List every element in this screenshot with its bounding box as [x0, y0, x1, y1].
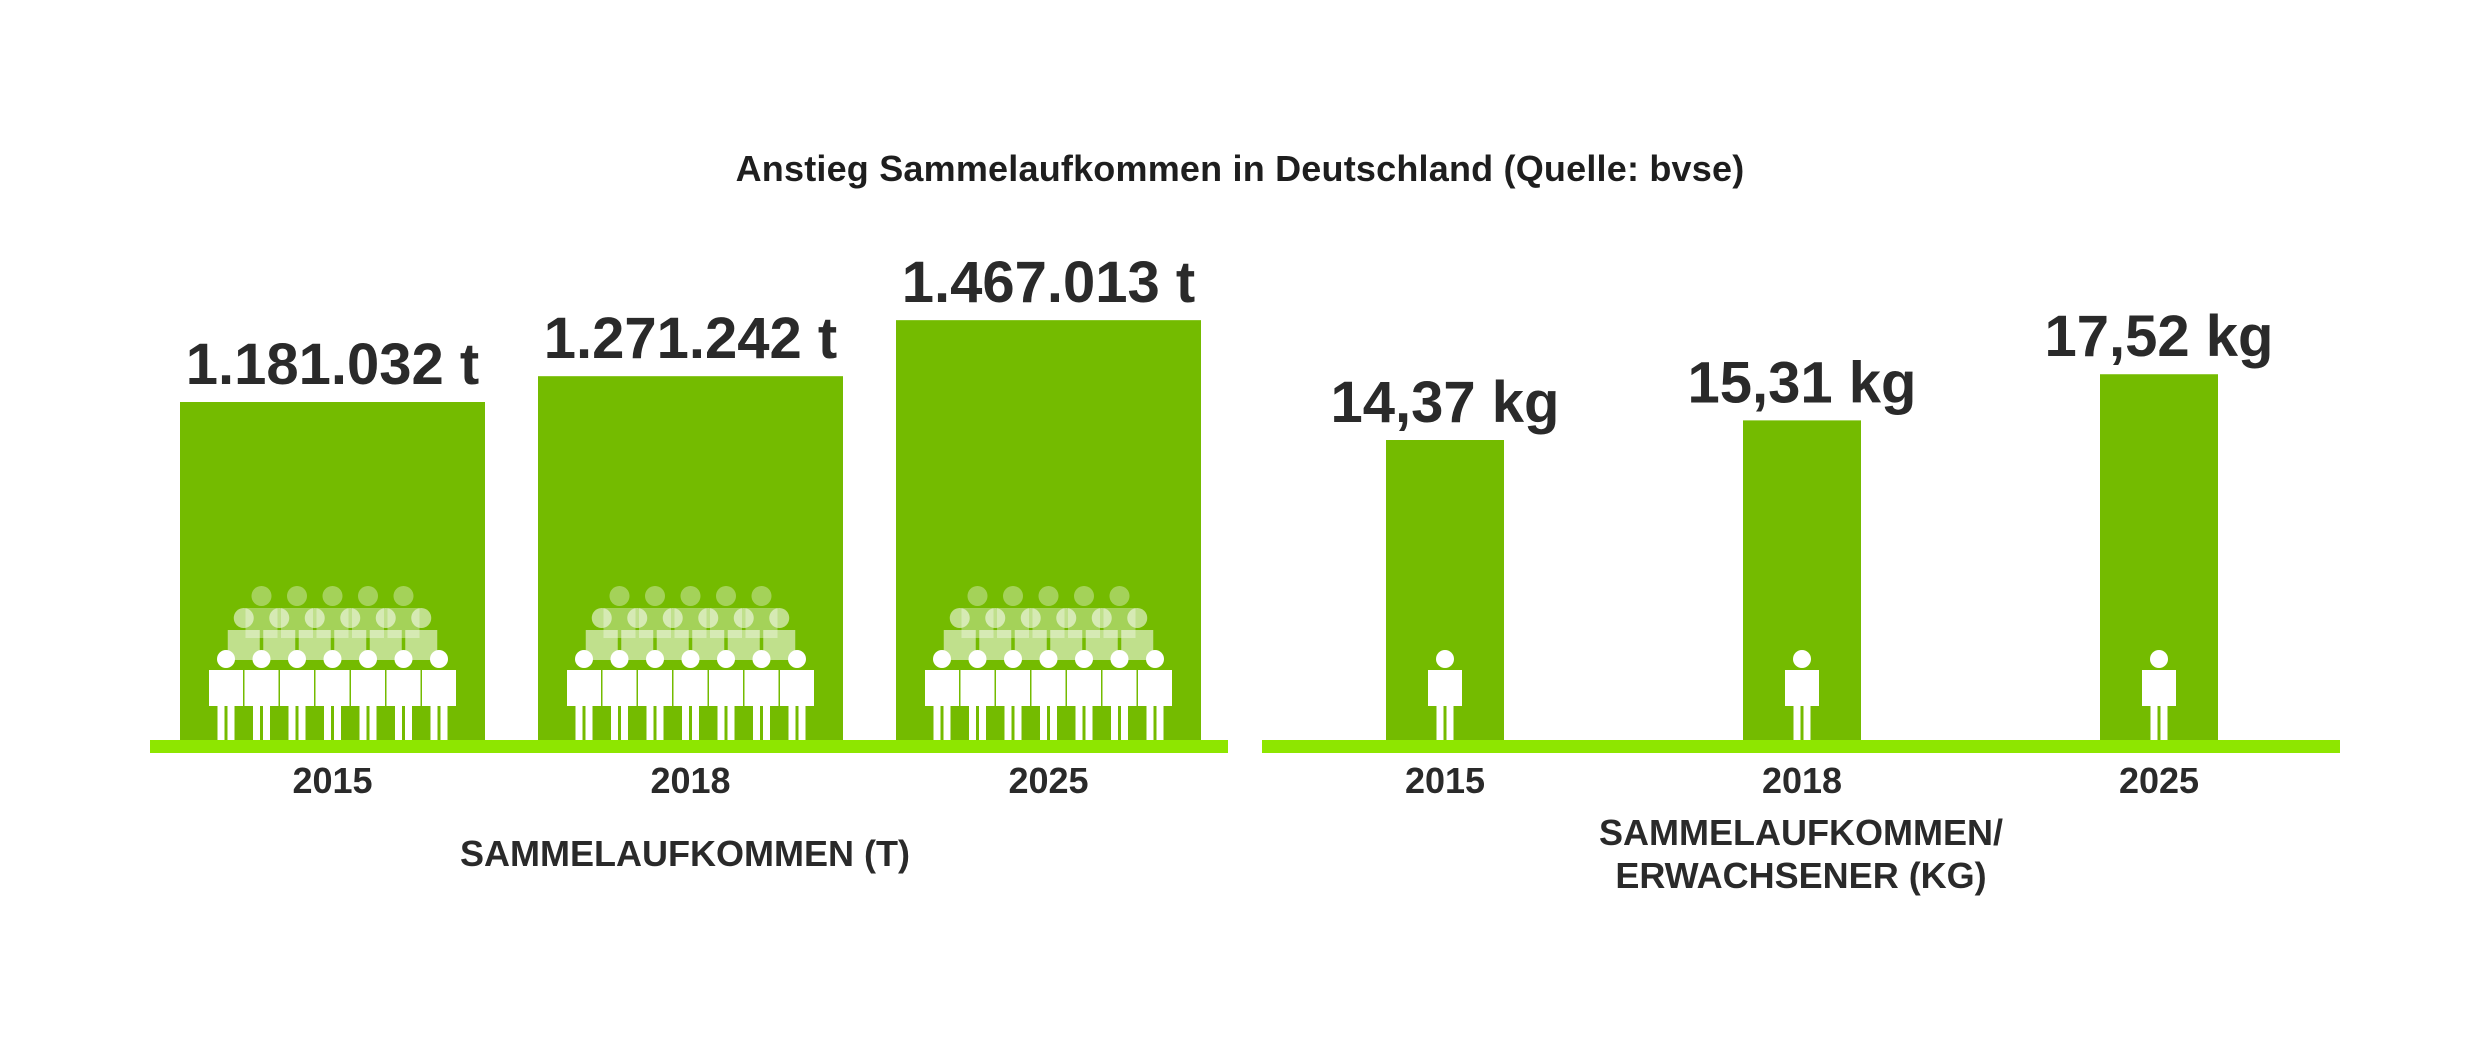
- crowd-person: [567, 650, 601, 740]
- axis-title: SAMMELAUFKOMMEN (T): [460, 833, 910, 874]
- value-label: 1.181.032 t: [186, 332, 479, 397]
- baseline: [150, 740, 1228, 753]
- person-icon: [2142, 650, 2176, 740]
- crowd-person: [638, 650, 672, 740]
- crowd-person: [1102, 650, 1137, 740]
- tick-label: 2025: [2119, 760, 2199, 801]
- crowd-person: [244, 650, 279, 740]
- crowd-person: [1067, 650, 1101, 740]
- value-label: 14,37 kg: [1331, 370, 1560, 435]
- crowd-person: [1031, 650, 1066, 740]
- crowd-person: [996, 650, 1030, 740]
- crowd-person: [315, 650, 350, 740]
- axis-title: SAMMELAUFKOMMEN/: [1599, 812, 2003, 853]
- person-icon: [1428, 650, 1462, 740]
- crowd-person: [744, 650, 779, 740]
- tick-label: 2018: [1762, 760, 1842, 801]
- right-panel-per-adult: 14,37 kg 2015 15,31 kg 2018 17,52 kg 2025 SAMM…: [1262, 304, 2340, 896]
- chart-title: Anstieg Sammelaufkommen in Deutschland (…: [735, 148, 1745, 189]
- crowd-person: [280, 650, 314, 740]
- crowd-person: [709, 650, 743, 740]
- crowd-person: [673, 650, 708, 740]
- person-icon: [1785, 650, 1819, 740]
- crowd-icon: [567, 586, 814, 740]
- tick-label: 2018: [650, 760, 730, 801]
- value-label: 17,52 kg: [2045, 304, 2274, 369]
- crowd-person: [602, 650, 637, 740]
- crowd-icon: [925, 586, 1172, 740]
- value-label: 15,31 kg: [1688, 350, 1917, 415]
- value-label: 1.271.242 t: [544, 306, 837, 371]
- crowd-person: [227, 608, 260, 660]
- crowd-person: [209, 650, 243, 740]
- tick-label: 2025: [1008, 760, 1088, 801]
- axis-title: ERWACHSENER (KG): [1615, 855, 1986, 896]
- crowd-person: [386, 650, 421, 740]
- tick-label: 2015: [1405, 760, 1485, 801]
- value-label: 1.467.013 t: [902, 250, 1195, 315]
- crowd-person: [780, 650, 814, 740]
- crowd-person: [351, 650, 385, 740]
- crowd-icon: [209, 586, 456, 740]
- left-panel-total-collection: 1.181.032 t 2015 1.271.242 t 2018 1.467.013 …: [150, 250, 1228, 874]
- tick-label: 2015: [292, 760, 372, 801]
- baseline: [1262, 740, 2340, 753]
- crowd-person: [960, 650, 995, 740]
- crowd-person: [1138, 650, 1172, 740]
- crowd-person: [925, 650, 959, 740]
- crowd-person: [422, 650, 456, 740]
